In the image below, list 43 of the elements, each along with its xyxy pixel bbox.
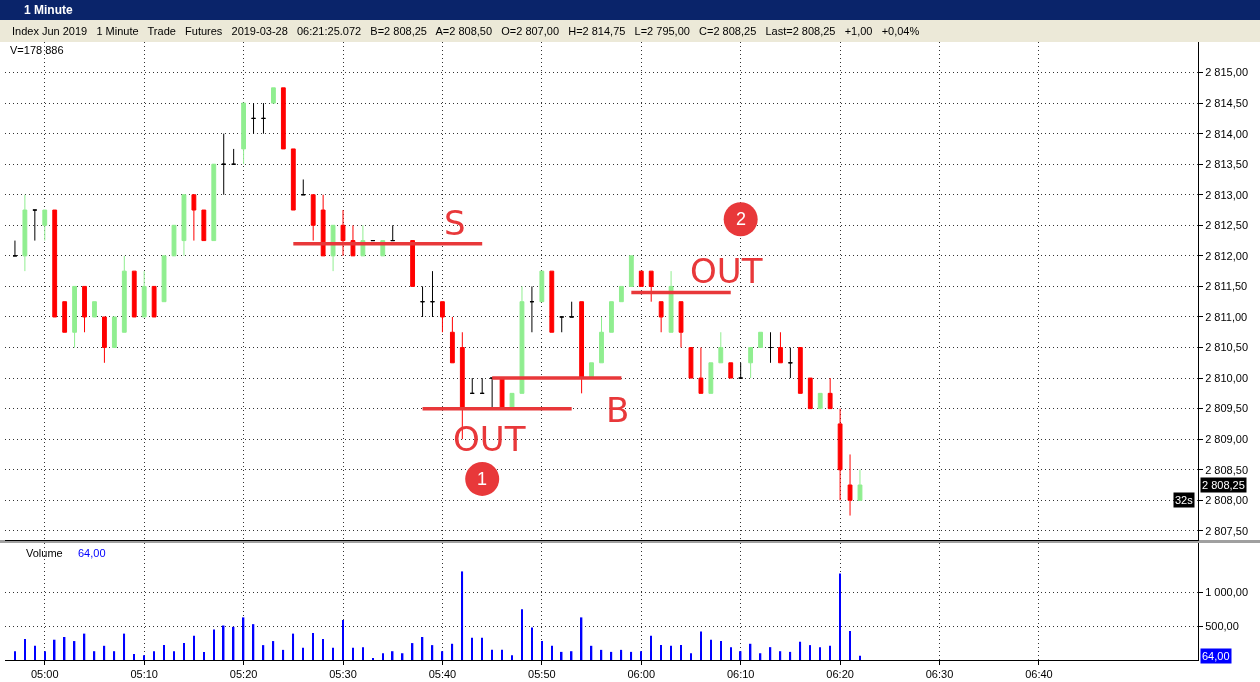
- y-tick-label: 1 000,00: [1205, 586, 1249, 599]
- annotation: V=178 886: [10, 44, 64, 56]
- chart-title: Volume: [26, 547, 63, 559]
- x-tick-label: 06:00: [627, 668, 656, 681]
- annotation: 2: [736, 209, 747, 229]
- y-tick-label: 2 809,50: [1205, 402, 1249, 415]
- y-tick-label: 2 808,50: [1205, 463, 1249, 476]
- annotation: S: [444, 203, 466, 243]
- y-tick-label: 2 808,00: [1205, 494, 1249, 507]
- y-tick-label: 2 813,50: [1205, 158, 1249, 171]
- text: 64,00: [1202, 650, 1230, 662]
- chart-title: 1 Minute: [24, 3, 73, 17]
- x-tick-label: 05:40: [428, 668, 457, 681]
- chart-subtitle: Index Jun 2019 1 Minute Trade Futures 2019-03-28 06:21:25.072 B=2 808,25 A=2 808,50 O=2 807,00 H=2 814,75 L=2 795,00 C=2 808,25 Last=2 808,25 +1,00 +0,04%: [12, 25, 920, 37]
- x-tick-label: 05:50: [528, 668, 556, 681]
- y-tick-label: 2 810,50: [1205, 341, 1249, 354]
- y-tick-label: 2 809,00: [1205, 433, 1249, 446]
- x-tick-label: 05:00: [31, 668, 59, 681]
- y-tick-label: 2 812,50: [1205, 219, 1249, 232]
- y-tick-label: 500,00: [1205, 620, 1239, 633]
- annotation: 64,00: [78, 547, 106, 559]
- y-tick-label: 2 814,50: [1205, 96, 1249, 109]
- text: 2 808,25: [1202, 479, 1245, 491]
- y-tick-label: 2 812,00: [1205, 249, 1249, 262]
- y-tick-label: 2 815,00: [1205, 66, 1249, 79]
- annotation: 32s: [1175, 494, 1194, 506]
- x-tick-label: 05:10: [130, 668, 158, 681]
- y-tick-label: 2 811,00: [1205, 310, 1248, 323]
- y-tick-label: 2 811,50: [1205, 280, 1248, 293]
- x-tick-label: 06:20: [826, 668, 854, 681]
- y-tick-label: 2 810,00: [1205, 371, 1249, 384]
- y-tick-label: 2 813,00: [1205, 188, 1249, 201]
- annotation: OUT: [690, 251, 763, 291]
- x-tick-label: 05:20: [229, 668, 258, 681]
- x-tick-label: 06:40: [1025, 668, 1053, 681]
- annotation: OUT: [453, 419, 526, 459]
- x-tick-label: 05:30: [329, 668, 357, 681]
- x-tick-label: 06:10: [726, 668, 755, 681]
- y-tick-label: 2 814,00: [1205, 127, 1249, 140]
- x-tick-label: 06:30: [925, 668, 954, 681]
- annotation: 1: [477, 469, 488, 489]
- y-tick-label: 2 807,50: [1205, 524, 1249, 537]
- annotation: B: [606, 390, 630, 430]
